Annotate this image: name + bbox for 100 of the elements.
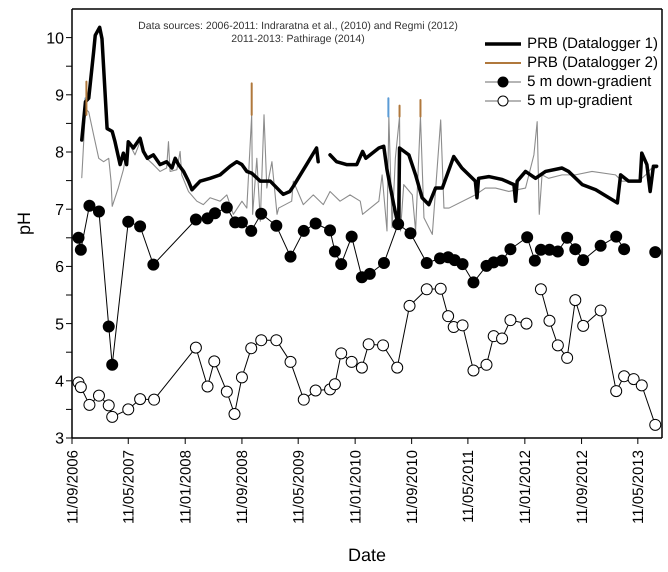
- point: [346, 230, 358, 243]
- x-tick-label: 11/09/2012: [574, 450, 591, 524]
- point: [298, 394, 310, 406]
- point: [298, 224, 310, 237]
- point: [335, 347, 348, 360]
- point: [106, 358, 118, 371]
- y-tick-label: 5: [55, 316, 64, 334]
- x-tick-label: 11/09/2008: [234, 450, 252, 524]
- point: [202, 380, 214, 393]
- point: [504, 314, 516, 326]
- point: [520, 318, 532, 330]
- point: [147, 258, 160, 271]
- point: [649, 418, 662, 431]
- x-tick-label: 11/09/2010: [404, 450, 421, 524]
- point: [335, 258, 348, 270]
- y-tick-label: 7: [55, 202, 64, 219]
- point: [324, 224, 336, 236]
- point: [521, 231, 534, 244]
- point: [245, 224, 258, 237]
- point: [618, 243, 630, 256]
- x-tick-label: 11/05/2007: [120, 450, 138, 524]
- legend-label: PRB (Datalogger 1): [527, 34, 658, 53]
- point: [610, 385, 622, 398]
- point: [102, 320, 115, 332]
- point: [496, 254, 508, 267]
- point: [467, 276, 480, 288]
- point: [255, 208, 268, 220]
- legend-label: 5 m up-gradient: [527, 91, 632, 110]
- annotation: 2011-2013: Pathirage (2014): [230, 33, 366, 45]
- point: [391, 362, 404, 374]
- point: [420, 283, 433, 296]
- point: [328, 378, 341, 390]
- point: [255, 334, 268, 346]
- point: [92, 390, 105, 402]
- y-tick-label: 6: [55, 259, 64, 276]
- point: [83, 200, 96, 212]
- point: [122, 216, 134, 228]
- point: [577, 254, 590, 266]
- y-tick-label: 9: [55, 87, 64, 104]
- point: [480, 358, 492, 371]
- y-tick-label: 4: [55, 373, 64, 390]
- point: [284, 356, 297, 368]
- point: [362, 338, 375, 350]
- point: [208, 355, 220, 368]
- point: [577, 320, 590, 332]
- point: [528, 254, 541, 267]
- y-axis-title: pH: [14, 212, 34, 236]
- point: [270, 220, 282, 232]
- point: [467, 364, 480, 377]
- point: [628, 373, 640, 386]
- point: [190, 342, 202, 354]
- point: [561, 232, 574, 244]
- point: [122, 403, 134, 416]
- point: [245, 342, 258, 354]
- point: [404, 300, 416, 312]
- point: [364, 268, 376, 280]
- point: [134, 393, 146, 406]
- legend-label: PRB (Datalogger 2): [527, 53, 658, 72]
- x-tick-label: 11/01/2010: [347, 450, 364, 524]
- point: [649, 246, 662, 258]
- point: [378, 256, 390, 269]
- point: [404, 227, 416, 240]
- point: [102, 399, 115, 412]
- point: [456, 319, 469, 332]
- point: [270, 334, 282, 346]
- y-tick-label: 8: [55, 144, 64, 162]
- point: [442, 310, 454, 322]
- x-tick-label: 11/01/2012: [517, 450, 534, 524]
- point: [594, 304, 607, 316]
- point: [208, 207, 221, 220]
- point: [220, 386, 233, 398]
- point: [74, 244, 87, 256]
- point: [618, 370, 630, 382]
- point: [569, 243, 582, 256]
- annotation: Data sources: 2006-2011: Indraratna et al., (2010) and Regmi (2012): [137, 20, 459, 32]
- point: [190, 213, 202, 226]
- point: [236, 371, 248, 384]
- point: [310, 218, 322, 230]
- point: [552, 339, 564, 352]
- y-tick-label: 3: [55, 430, 64, 448]
- x-tick-label: 11/05/2009: [290, 450, 308, 524]
- point: [72, 232, 85, 244]
- point: [92, 205, 105, 218]
- x-tick-label: 11/09/2006: [64, 450, 82, 524]
- point: [496, 332, 508, 344]
- point: [284, 250, 297, 263]
- point: [228, 408, 240, 420]
- point: [377, 339, 390, 352]
- point: [134, 220, 146, 232]
- point: [561, 352, 574, 364]
- x-tick-label: 11/01/2008: [177, 450, 194, 524]
- point: [106, 410, 118, 423]
- point: [456, 258, 469, 270]
- point: [328, 246, 341, 258]
- point: [636, 379, 648, 392]
- point: [220, 201, 233, 214]
- point: [83, 398, 96, 411]
- x-axis-title: Date: [348, 545, 386, 565]
- point: [356, 362, 368, 374]
- point: [594, 240, 607, 252]
